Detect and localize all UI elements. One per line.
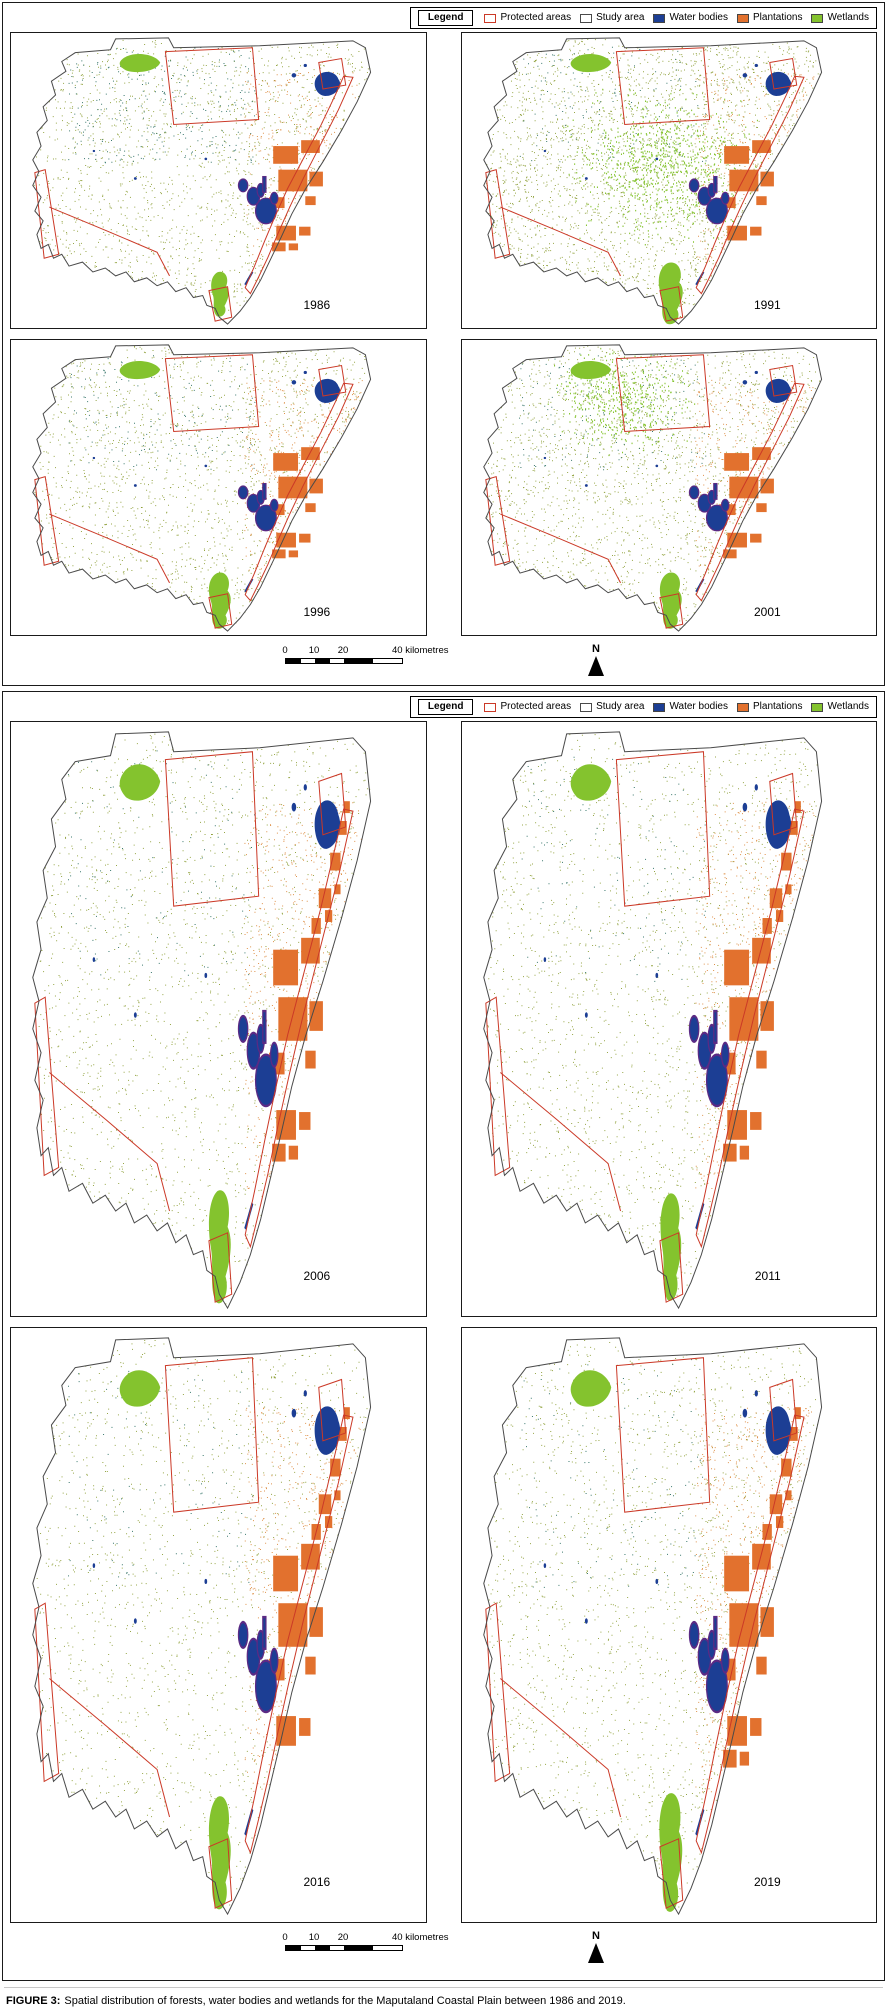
maps-group-1986-2001: Legend Protected areas Study area Water … (2, 2, 885, 686)
legend-item-protected-areas: Protected areas (484, 12, 571, 24)
map-year-label: 1996 (303, 604, 331, 619)
scale-bar: 0 10 20 40 kilometres (282, 645, 473, 673)
legend-item-study-area: Study area (580, 12, 644, 24)
map-canvas-2001 (462, 340, 877, 635)
water-bodies-swatch (653, 13, 666, 23)
protected-areas-swatch (484, 702, 497, 712)
plantations-swatch (737, 702, 749, 712)
map-2019: 2019 (460, 1327, 877, 1923)
north-label: N (592, 643, 600, 655)
scale-label-20: 20 (337, 1932, 349, 1943)
legend-item-label: Plantations (753, 701, 803, 712)
north-arrow-icon (588, 656, 604, 676)
map-1991: 1991 (460, 32, 877, 329)
figure-caption-label: FIGURE 3: (6, 1995, 61, 2007)
legend-item-water-bodies: Water bodies (653, 701, 728, 713)
legend-item-wetlands: Wetlands (811, 701, 869, 713)
map-year-label: 1991 (753, 297, 781, 312)
north-arrow: N (588, 1930, 604, 1963)
map-2001: 2001 (460, 339, 877, 636)
scale-bar: 0 10 20 40 kilometres (282, 1932, 473, 1960)
map-footer: 0 10 20 40 kilometres N (10, 1930, 877, 1963)
legend-item-label: Wetlands (827, 701, 869, 712)
wetlands-swatch (811, 13, 824, 23)
legend-item-label: Wetlands (827, 12, 869, 23)
north-arrow-icon (588, 1943, 604, 1963)
legend-item-label: Protected areas (500, 12, 572, 23)
legend-item-label: Water bodies (669, 701, 728, 712)
wetlands-swatch (811, 702, 824, 712)
scale-label-20: 20 (337, 645, 349, 656)
map-canvas-2016 (11, 1328, 426, 1922)
map-2006: 2006 (10, 721, 427, 1317)
scale-label-40: 40 kilometres (392, 645, 449, 656)
legend-item-water-bodies: Water bodies (653, 12, 728, 24)
north-label: N (592, 1930, 600, 1942)
map-year-label: 2019 (753, 1875, 781, 1890)
map-1986: 1986 (10, 32, 427, 329)
map-2011: 2011 (460, 721, 877, 1317)
legend-title: Legend (417, 699, 474, 715)
north-arrow: N (588, 643, 604, 676)
map-year-label: 2001 (753, 604, 781, 619)
scale-bar-graphic (285, 658, 403, 664)
legend-item-label: Study area (596, 12, 645, 23)
map-1996: 1996 (10, 339, 427, 636)
legend-item-protected-areas: Protected areas (484, 701, 571, 713)
legend-item-plantations: Plantations (737, 701, 802, 713)
maps-grid: 2006 2011 2016 2019 (10, 721, 877, 1923)
legend-row: Legend Protected areas Study area Water … (10, 696, 877, 721)
scale-label-0: 0 (282, 645, 288, 656)
figure-caption: FIGURE 3: Spatial distribution of forests… (4, 1987, 883, 2015)
scale-bar-graphic (285, 1945, 403, 1951)
scale-label-10: 10 (308, 645, 320, 656)
map-canvas-2011 (462, 722, 877, 1316)
plantations-swatch (737, 13, 749, 23)
map-2016: 2016 (10, 1327, 427, 1923)
maps-group-2006-2019: Legend Protected areas Study area Water … (2, 691, 885, 1981)
water-bodies-swatch (653, 702, 666, 712)
legend-item-label: Protected areas (500, 701, 572, 712)
study-area-swatch (580, 702, 593, 712)
protected-areas-swatch (484, 13, 497, 23)
study-area-swatch (580, 13, 593, 23)
map-year-label: 2016 (303, 1875, 331, 1890)
figure-caption-text: Spatial distribution of forests, water b… (64, 1995, 626, 2007)
legend-item-study-area: Study area (580, 701, 644, 713)
map-canvas-2019 (462, 1328, 877, 1922)
maps-grid: 1986 1991 1996 2001 (10, 32, 877, 636)
map-canvas-2006 (11, 722, 426, 1316)
map-canvas-1991 (462, 33, 877, 328)
map-canvas-1986 (11, 33, 426, 328)
legend-title: Legend (417, 10, 474, 26)
map-year-label: 2011 (754, 1269, 781, 1284)
legend-row: Legend Protected areas Study area Water … (10, 7, 877, 32)
scale-label-10: 10 (308, 1932, 320, 1943)
legend-item-plantations: Plantations (737, 12, 802, 24)
scale-label-40: 40 kilometres (392, 1932, 449, 1943)
legend-item-label: Water bodies (669, 12, 728, 23)
map-footer: 0 10 20 40 kilometres N (10, 643, 877, 676)
map-canvas-1996 (11, 340, 426, 635)
legend-item-wetlands: Wetlands (811, 12, 869, 24)
map-year-label: 1986 (303, 297, 331, 312)
legend-item-label: Plantations (753, 12, 803, 23)
map-year-label: 2006 (303, 1269, 331, 1284)
legend-item-label: Study area (596, 701, 645, 712)
legend: Legend Protected areas Study area Water … (409, 7, 877, 29)
scale-label-0: 0 (282, 1932, 288, 1943)
legend: Legend Protected areas Study area Water … (409, 696, 877, 718)
